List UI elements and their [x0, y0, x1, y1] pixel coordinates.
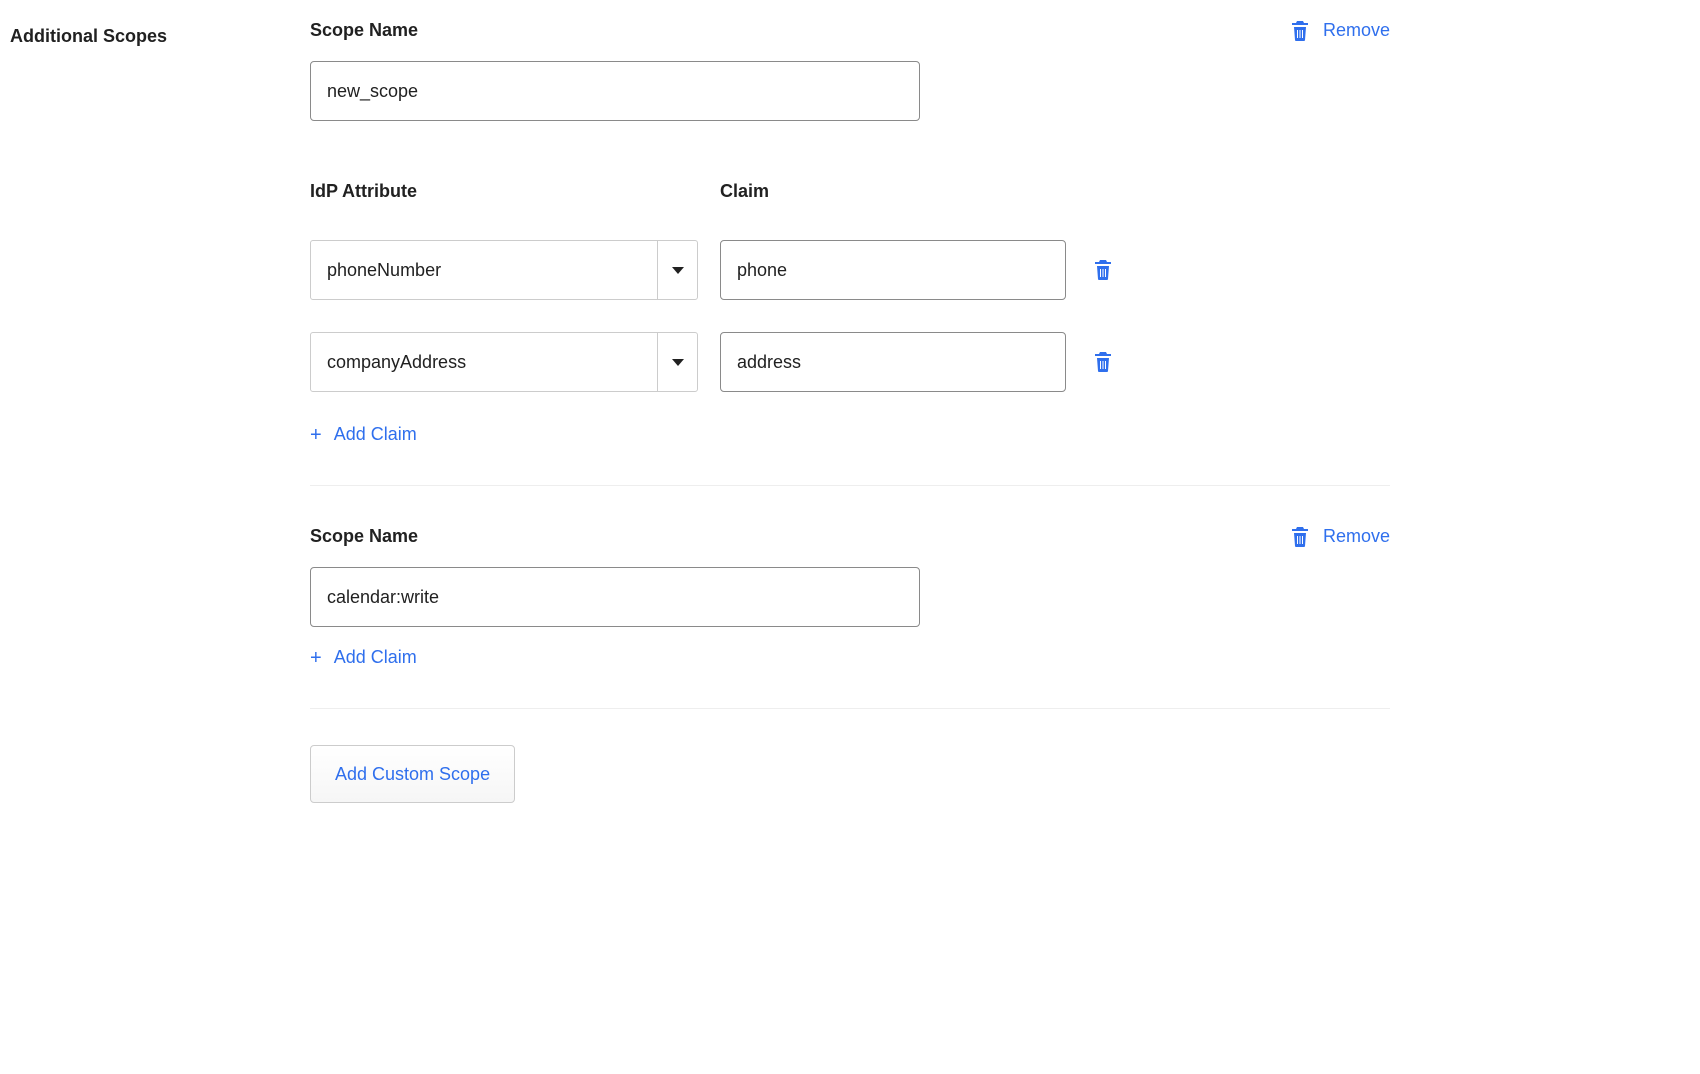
remove-scope-button[interactable]: Remove [1291, 526, 1390, 547]
delete-claim-button[interactable] [1094, 260, 1112, 280]
claims-section: IdP Attribute Claim phoneNumber [310, 181, 1390, 445]
remove-label: Remove [1323, 526, 1390, 547]
scope-name-label: Scope Name [310, 526, 1390, 547]
idp-attribute-select[interactable]: companyAddress [310, 332, 698, 392]
add-claim-label: Add Claim [334, 424, 417, 445]
idp-attribute-select[interactable]: phoneNumber [310, 240, 698, 300]
idp-attribute-header: IdP Attribute [310, 181, 720, 202]
add-custom-scope-button[interactable]: Add Custom Scope [310, 745, 515, 803]
add-scope-section: Add Custom Scope [310, 708, 1390, 803]
remove-scope-button[interactable]: Remove [1291, 20, 1390, 41]
claim-input[interactable] [720, 240, 1066, 300]
chevron-down-icon [657, 241, 697, 299]
idp-attribute-value: companyAddress [311, 333, 657, 391]
trash-icon [1094, 352, 1112, 372]
trash-icon [1291, 527, 1309, 547]
remove-label: Remove [1323, 20, 1390, 41]
scope-name-input[interactable] [310, 567, 920, 627]
plus-icon: + [310, 425, 322, 445]
scope-name-input[interactable] [310, 61, 920, 121]
add-claim-button[interactable]: + Add Claim [310, 647, 1390, 668]
scope-name-label: Scope Name [310, 20, 1390, 41]
delete-claim-button[interactable] [1094, 352, 1112, 372]
idp-attribute-value: phoneNumber [311, 241, 657, 299]
scopes-container: Remove Scope Name IdP Attribute Claim ph… [310, 20, 1390, 803]
add-claim-label: Add Claim [334, 647, 417, 668]
scope-block: Remove Scope Name IdP Attribute Claim ph… [310, 20, 1390, 485]
section-title: Additional Scopes [10, 20, 310, 47]
trash-icon [1094, 260, 1112, 280]
claim-row: companyAddress [310, 332, 1390, 392]
trash-icon [1291, 21, 1309, 41]
add-claim-button[interactable]: + Add Claim [310, 424, 1390, 445]
claim-row: phoneNumber [310, 240, 1390, 300]
claim-input[interactable] [720, 332, 1066, 392]
scope-block: Remove Scope Name + Add Claim [310, 485, 1390, 708]
claim-header: Claim [720, 181, 769, 202]
chevron-down-icon [657, 333, 697, 391]
plus-icon: + [310, 648, 322, 668]
